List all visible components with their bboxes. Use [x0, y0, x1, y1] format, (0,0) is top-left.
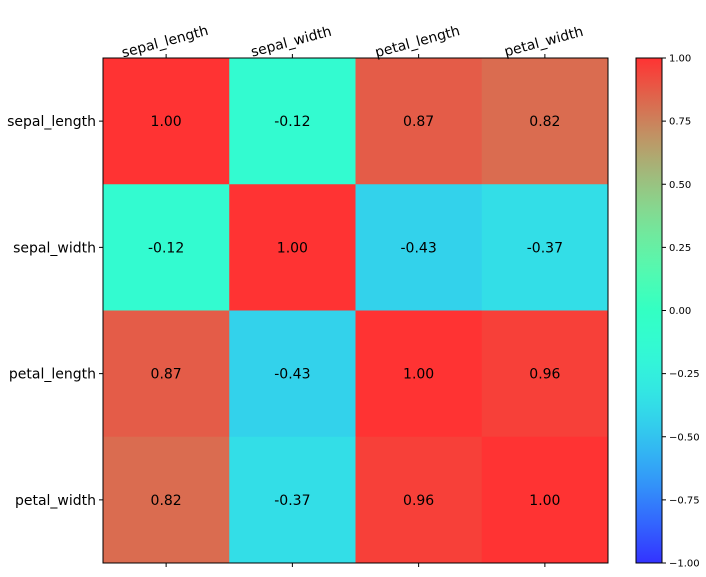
colorbar-tick-label: −0.75	[669, 495, 700, 506]
heatmap-cell	[229, 184, 356, 311]
cell-value-label: -0.43	[274, 367, 310, 383]
colorbar-tick-label: 0.50	[669, 180, 691, 191]
cell-value-label: -0.43	[401, 240, 437, 256]
heatmap-cell	[103, 184, 230, 311]
colorbar-tick-label: 0.00	[669, 306, 691, 317]
heatmap-frame	[102, 57, 609, 564]
cell-value-label: 1.00	[529, 493, 560, 509]
heatmap-cell	[355, 436, 483, 564]
cell-value-label: 1.00	[151, 114, 182, 130]
heatmap-cell	[103, 436, 230, 564]
heatmap-cell-labels: 1.00 -0.12 0.87 0.82 -0.12 1.00 -0.43 -0.37 0.87…	[148, 114, 563, 509]
x-tick-label: sepal_length	[120, 23, 210, 61]
colorbar	[635, 57, 663, 564]
cell-value-label: 0.87	[403, 114, 434, 130]
colorbar-tick-label: 0.25	[669, 243, 691, 254]
cell-value-label: 0.82	[151, 493, 182, 509]
cell-value-label: -0.37	[527, 240, 563, 256]
cell-value-label: 1.00	[403, 367, 434, 383]
heatmap-cell	[229, 310, 356, 438]
colorbar-tick-label: 0.75	[669, 117, 691, 128]
heatmap-cell	[481, 58, 609, 185]
heatmap-cell	[481, 436, 609, 564]
cell-value-label: -0.12	[274, 114, 310, 130]
y-tick-label: sepal_length	[7, 114, 96, 130]
cell-value-label: 1.00	[277, 240, 308, 256]
cell-value-label: 0.96	[529, 367, 560, 383]
colorbar-tick-label: 1.00	[669, 54, 691, 65]
heatmap-cell	[229, 436, 356, 564]
heatmap-cell	[229, 58, 356, 185]
heatmap-cell	[103, 58, 230, 185]
x-tick-label: sepal_width	[249, 24, 333, 61]
cell-value-label: -0.37	[274, 493, 310, 509]
cell-value-label: -0.12	[148, 240, 184, 256]
colorbar-tick-label: −1.00	[669, 559, 700, 570]
x-tick-label: petal_width	[503, 24, 585, 60]
x-tick-label: petal_length	[373, 23, 461, 61]
y-tick-label: sepal_width	[13, 240, 96, 256]
heatmap-cell	[355, 58, 483, 185]
y-tick-label: petal_length	[9, 367, 96, 383]
colorbar-tick-label: −0.25	[669, 369, 700, 380]
heatmap-cell	[355, 310, 483, 438]
colorbar-tick-label: −0.50	[669, 432, 700, 443]
heatmap-cells	[103, 58, 609, 564]
colorbar-ticks: 1.00 0.75 0.50 0.25 0.00 −0.25 −0.50 −0.75 −1.00	[662, 54, 700, 570]
y-tick-label: petal_width	[15, 493, 96, 509]
heatmap-cell	[103, 310, 230, 438]
heatmap-cell	[481, 184, 609, 311]
heatmap-cell	[481, 310, 609, 438]
y-axis-ticks: sepal_length sepal_width petal_lengthpetal…	[7, 114, 103, 509]
cell-value-label: 0.96	[403, 493, 434, 509]
cell-value-label: 0.82	[529, 114, 560, 130]
heatmap-cell	[355, 184, 483, 311]
cell-value-label: 0.87	[151, 367, 182, 383]
